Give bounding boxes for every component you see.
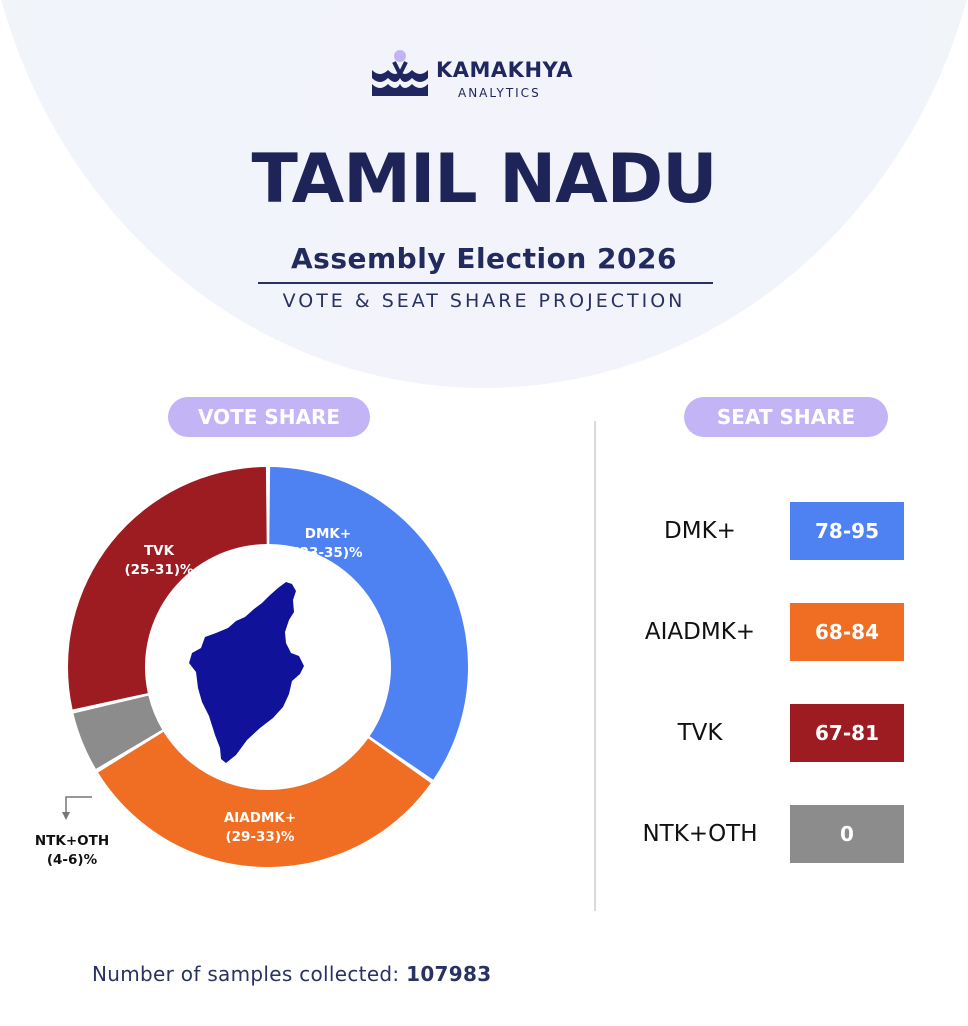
slice-label-dmk-range: (33-35)% <box>293 545 363 561</box>
seat-value-aiadmk: 68-84 <box>790 603 904 661</box>
vote-share-heading: VOTE SHARE <box>168 397 370 437</box>
donut-slice-dmk <box>269 467 468 780</box>
slice-label-dmk-name: DMK+ <box>304 526 352 542</box>
brand-name: KAMAKHYA <box>436 58 573 82</box>
sample-count: Number of samples collected: 107983 <box>92 962 491 986</box>
slice-label-dmk: DMK+ (33-35)% <box>258 525 398 563</box>
section-divider <box>594 421 596 911</box>
slice-label-tvk: TVK (25-31)% <box>89 542 229 580</box>
slice-label-ntk-range: (4-6)% <box>46 852 98 868</box>
slice-label-tvk-name: TVK <box>143 543 175 559</box>
page-subtitle: Assembly Election 2026 <box>291 242 677 275</box>
seat-party-tvk: TVK <box>677 720 723 746</box>
page-tagline: VOTE & SEAT SHARE PROJECTION <box>282 290 686 312</box>
donut-slice-aiadmk <box>98 731 431 867</box>
slice-label-ntk-name: NTK+OTH <box>34 833 110 849</box>
sample-count-label: Number of samples collected: <box>92 962 400 986</box>
seat-value-ntk: 0 <box>790 805 904 863</box>
donut-slice-ntk-oth <box>73 695 163 769</box>
donut-slice-tvk <box>68 467 267 710</box>
slice-label-aiadmk: AIADMK+ (29-33)% <box>190 809 330 847</box>
seat-party-ntk: NTK+OTH <box>642 821 758 847</box>
slice-label-aiadmk-range: (29-33)% <box>225 829 295 845</box>
slice-label-tvk-range: (25-31)% <box>124 562 194 578</box>
ntk-callout-arrow-icon <box>62 812 70 820</box>
seat-party-aiadmk: AIADMK+ <box>644 619 756 645</box>
tamil-nadu-map-icon <box>189 582 304 763</box>
seat-value-tvk: 67-81 <box>790 704 904 762</box>
logo-mark-icon <box>372 50 428 96</box>
seat-row-tvk: TVK 67-81 <box>620 704 910 762</box>
seat-row-ntk: NTK+OTH 0 <box>620 805 910 863</box>
ntk-callout-line <box>65 796 92 816</box>
vote-share-donut-chart <box>62 467 468 867</box>
brand-subtitle: ANALYTICS <box>458 86 541 100</box>
seat-row-aiadmk: AIADMK+ 68-84 <box>620 603 910 661</box>
seat-party-dmk: DMK+ <box>664 518 736 544</box>
seat-value-dmk: 78-95 <box>790 502 904 560</box>
seat-share-heading: SEAT SHARE <box>684 397 888 437</box>
sample-count-value: 107983 <box>406 962 492 986</box>
seat-row-dmk: DMK+ 78-95 <box>620 502 910 560</box>
brand-logo: KAMAKHYA ANALYTICS <box>370 48 610 104</box>
page-title: TAMIL NADU <box>251 140 718 219</box>
title-divider <box>258 282 713 284</box>
slice-label-aiadmk-name: AIADMK+ <box>223 810 297 826</box>
slice-label-ntk: NTK+OTH (4-6)% <box>12 832 132 870</box>
